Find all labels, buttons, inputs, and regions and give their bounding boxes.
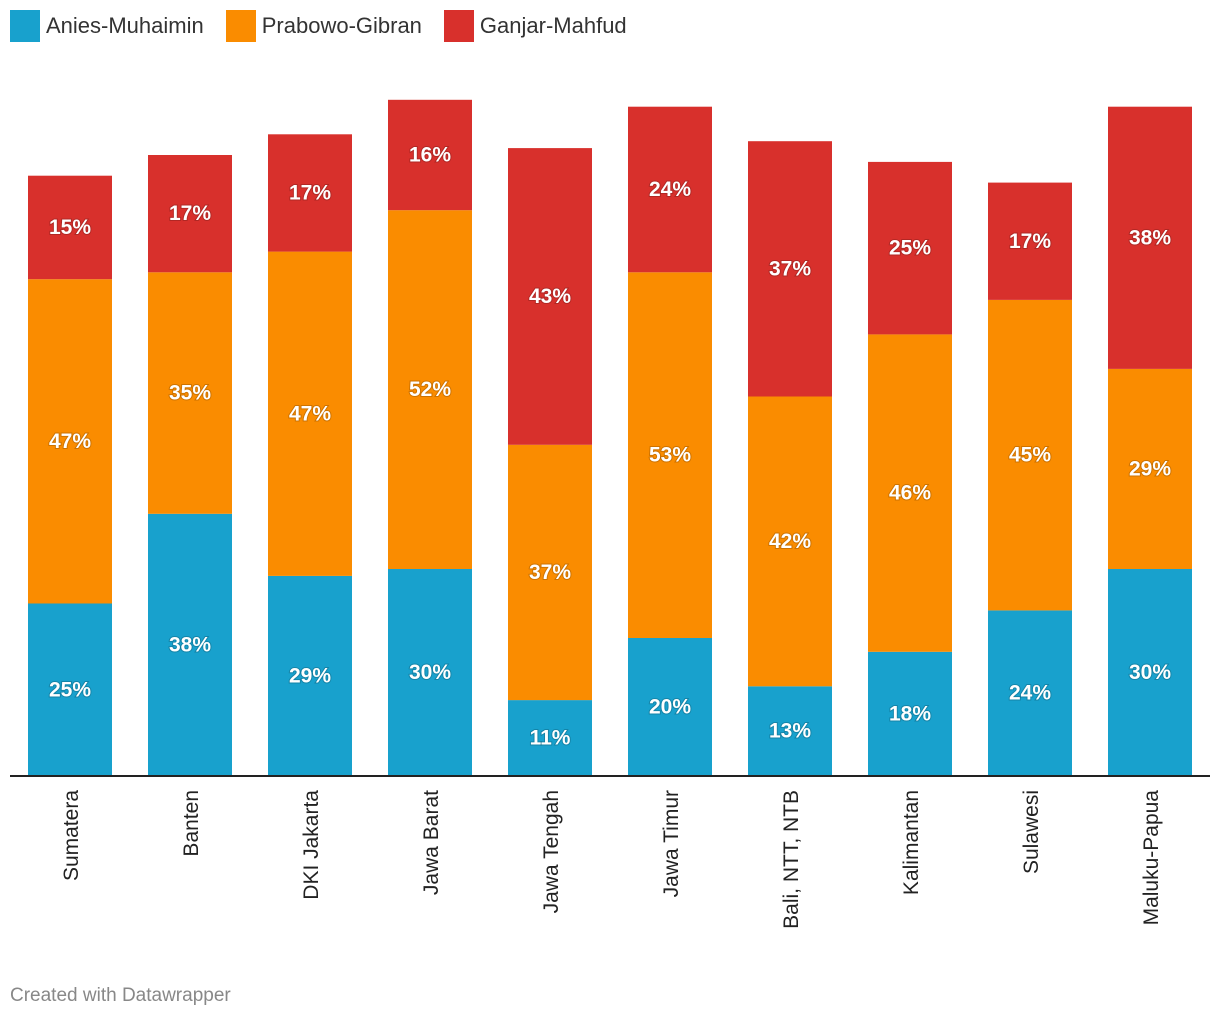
data-label-bali-ntt-ntb-prabowo-gibran: 42% — [769, 530, 811, 553]
data-label-maluku-papua-ganjar-mahfud: 38% — [1129, 226, 1171, 249]
bar-bali-ntt-ntb-ganjar-mahfud — [748, 141, 832, 397]
bar-sumatera-prabowo-gibran — [28, 279, 112, 604]
legend-label-ganjar-mahfud: Ganjar-Mahfud — [479, 13, 627, 38]
bar-jawa-timur-ganjar-mahfud — [628, 106, 712, 273]
data-label-jawa-timur-prabowo-gibran: 53% — [649, 444, 691, 467]
data-label-dki-jakarta-ganjar-mahfud: 17% — [289, 181, 331, 204]
legend-swatch-prabowo-gibran — [225, 10, 256, 42]
credit-text: Created with Datawrapper — [10, 985, 231, 1006]
data-label-jawa-tengah-ganjar-mahfud: 43% — [529, 285, 571, 308]
legend-swatch-anies-muhaimin — [10, 10, 40, 42]
data-label-jawa-barat-prabowo-gibran: 52% — [409, 378, 451, 401]
bar-bali-ntt-ntb-anies-muhaimin — [748, 686, 832, 776]
data-label-dki-jakarta-anies-muhaimin: 29% — [289, 664, 331, 687]
bar-labels-group: 25% 47% 15% 38% 35% 17% 29% 47% 17% 30% 52% 16% 11% 3… — [48, 143, 1172, 751]
data-label-banten-anies-muhaimin: 38% — [169, 633, 211, 656]
bar-jawa-barat-anies-muhaimin — [388, 569, 472, 776]
bar-banten-ganjar-mahfud — [148, 155, 232, 273]
bar-maluku-papua-ganjar-mahfud — [1108, 106, 1192, 369]
legend-item-prabowo-gibran: Prabowo-Gibran — [225, 10, 422, 42]
bar-jawa-timur-prabowo-gibran — [628, 272, 712, 638]
data-label-kalimantan-prabowo-gibran: 46% — [889, 482, 931, 505]
data-label-banten-ganjar-mahfud: 17% — [169, 202, 211, 225]
data-label-sulawesi-prabowo-gibran: 45% — [1009, 444, 1051, 467]
bar-dki-jakarta-anies-muhaimin — [268, 575, 352, 776]
tick-label-kalimantan: Kalimantan — [900, 790, 923, 895]
tick-label-jawa-barat: Jawa Barat — [420, 790, 443, 895]
data-label-jawa-timur-ganjar-mahfud: 24% — [649, 178, 691, 201]
data-label-sumatera-anies-muhaimin: 25% — [49, 678, 91, 701]
data-label-banten-prabowo-gibran: 35% — [169, 382, 211, 405]
bar-sulawesi-anies-muhaimin — [988, 610, 1072, 776]
tick-label-bali-ntt-ntb: Bali, NTT, NTB — [780, 790, 803, 929]
bar-kalimantan-prabowo-gibran — [868, 334, 952, 652]
tick-label-sumatera: Sumatera — [60, 790, 83, 881]
tick-label-jawa-tengah: Jawa Tengah — [540, 790, 563, 913]
legend: Anies-Muhaimin Prabowo-Gibran Ganjar-Mah… — [10, 10, 649, 42]
data-label-dki-jakarta-prabowo-gibran: 47% — [289, 402, 331, 425]
bar-jawa-tengah-ganjar-mahfud — [508, 148, 592, 445]
data-label-sulawesi-anies-muhaimin: 24% — [1009, 682, 1051, 705]
legend-label-anies-muhaimin: Anies-Muhaimin — [46, 13, 204, 38]
tick-label-dki-jakarta: DKI Jakarta — [300, 790, 323, 900]
bars-group — [28, 99, 1192, 776]
data-label-maluku-papua-anies-muhaimin: 30% — [1129, 661, 1171, 684]
bar-jawa-tengah-prabowo-gibran — [508, 444, 592, 701]
bar-maluku-papua-prabowo-gibran — [1108, 368, 1192, 569]
tick-label-jawa-timur: Jawa Timur — [660, 790, 683, 897]
bar-jawa-tengah-anies-muhaimin — [508, 700, 592, 776]
bar-kalimantan-ganjar-mahfud — [868, 161, 952, 335]
bar-sumatera-anies-muhaimin — [28, 603, 112, 776]
legend-swatch-ganjar-mahfud — [443, 10, 474, 42]
bar-sulawesi-ganjar-mahfud — [988, 182, 1072, 300]
tick-label-maluku-papua: Maluku-Papua — [1140, 790, 1163, 926]
tick-label-sulawesi: Sulawesi — [1020, 790, 1043, 874]
legend-label-prabowo-gibran: Prabowo-Gibran — [261, 13, 422, 38]
bar-sulawesi-prabowo-gibran — [988, 299, 1072, 611]
bar-bali-ntt-ntb-prabowo-gibran — [748, 396, 832, 687]
bar-jawa-barat-ganjar-mahfud — [388, 99, 472, 211]
bar-jawa-timur-anies-muhaimin — [628, 638, 712, 776]
bar-dki-jakarta-ganjar-mahfud — [268, 134, 352, 252]
bar-banten-prabowo-gibran — [148, 272, 232, 514]
data-label-jawa-barat-ganjar-mahfud: 16% — [409, 144, 451, 167]
legend-item-anies-muhaimin: Anies-Muhaimin — [10, 10, 204, 42]
data-label-maluku-papua-prabowo-gibran: 29% — [1129, 457, 1171, 480]
legend-item-ganjar-mahfud: Ganjar-Mahfud — [443, 10, 627, 42]
bar-banten-anies-muhaimin — [148, 513, 232, 776]
tick-label-banten: Banten — [180, 790, 203, 857]
data-label-sumatera-prabowo-gibran: 47% — [49, 430, 91, 453]
x-axis-ticks-group: Sumatera Banten DKI Jakarta Jawa Barat Jawa … — [60, 790, 1163, 929]
data-label-jawa-barat-anies-muhaimin: 30% — [409, 661, 451, 684]
data-label-kalimantan-ganjar-mahfud: 25% — [889, 237, 931, 260]
data-label-bali-ntt-ntb-anies-muhaimin: 13% — [769, 720, 811, 743]
data-label-jawa-tengah-anies-muhaimin: 11% — [530, 727, 571, 750]
bar-maluku-papua-anies-muhaimin — [1108, 569, 1192, 776]
data-label-sumatera-ganjar-mahfud: 15% — [49, 216, 91, 239]
data-label-jawa-tengah-prabowo-gibran: 37% — [529, 561, 571, 584]
bar-sumatera-ganjar-mahfud — [28, 175, 112, 280]
data-label-jawa-timur-anies-muhaimin: 20% — [649, 696, 691, 719]
data-label-bali-ntt-ntb-ganjar-mahfud: 37% — [769, 257, 811, 280]
bar-kalimantan-anies-muhaimin — [868, 651, 952, 776]
bar-dki-jakarta-prabowo-gibran — [268, 251, 352, 576]
bar-jawa-barat-prabowo-gibran — [388, 210, 472, 569]
data-label-kalimantan-anies-muhaimin: 18% — [889, 702, 931, 725]
data-label-sulawesi-ganjar-mahfud: 17% — [1009, 230, 1051, 253]
